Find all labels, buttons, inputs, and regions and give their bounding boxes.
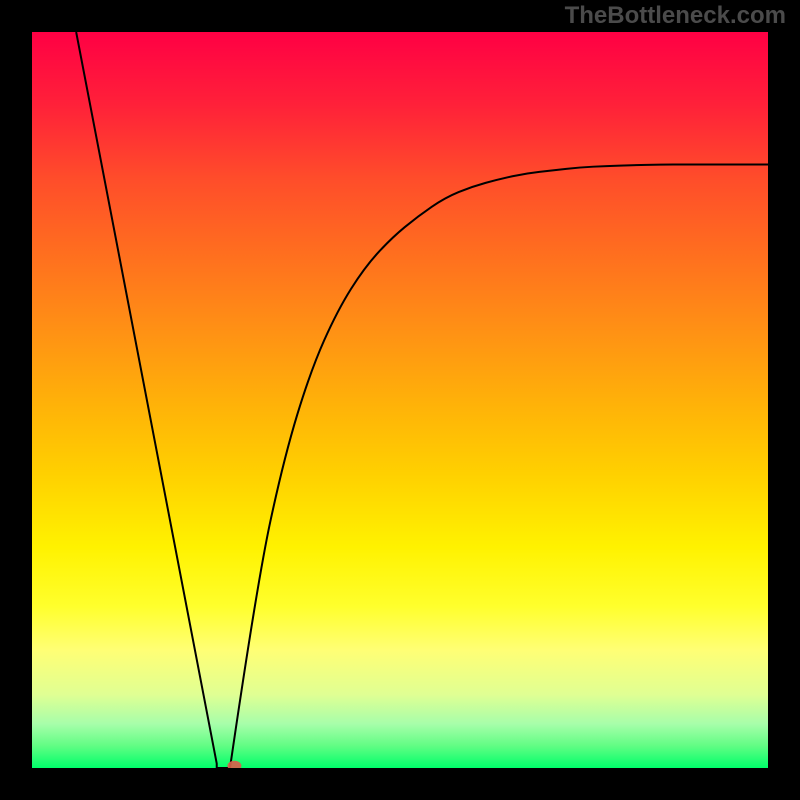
plot-border-left	[0, 0, 32, 800]
bottleneck-curve-path	[76, 32, 768, 768]
optimum-marker	[227, 761, 241, 768]
bottleneck-curve	[32, 32, 768, 768]
watermark-text: TheBottleneck.com	[565, 2, 786, 30]
plot-border-bottom	[0, 768, 800, 800]
plot-border-right	[768, 0, 800, 800]
chart-root: TheBottleneck.com	[0, 0, 800, 800]
